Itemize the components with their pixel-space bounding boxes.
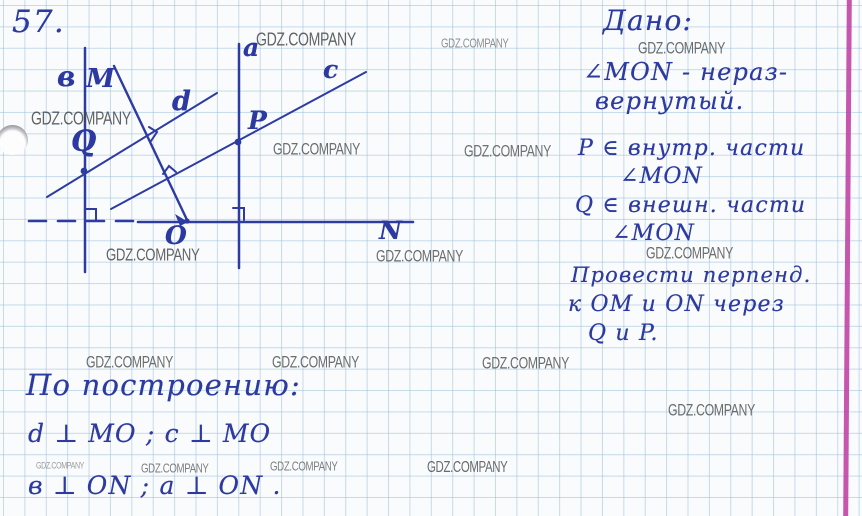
watermark-text: GDZ.COMPANY (668, 400, 755, 419)
punch-hole (0, 125, 28, 155)
line-c-label: c (323, 55, 339, 84)
watermark-text: GDZ.COMPANY (106, 245, 200, 266)
point-n-label: N (379, 216, 402, 245)
watermark-text: GDZ.COMPANY (376, 246, 463, 265)
given-line-9: Q и P. (588, 321, 659, 346)
point-m-label: M (86, 64, 115, 94)
watermark-text: GDZ.COMPANY (270, 460, 338, 475)
line-a-label: a (243, 33, 260, 62)
right-angle-mark-d-om (148, 126, 159, 142)
ray-om-arrowhead (175, 214, 188, 226)
watermark-text: GDZ.COMPANY (427, 458, 508, 476)
watermark-text: GDZ.COMPANY (31, 109, 131, 130)
given-line-1: ∠MON - нераз- (583, 58, 789, 86)
point-p (234, 138, 242, 146)
given-line-7: Провести перпенд. (571, 263, 812, 287)
given-line-5: Q ∈ внешн. части (575, 193, 807, 218)
watermark-text: GDZ.COMPANY (441, 37, 509, 52)
given-line-4: ∠MON (620, 164, 704, 189)
given-line-2: вернутый. (595, 87, 745, 115)
right-angle-mark-c-om (162, 164, 177, 175)
construction-line-1: d ⊥ MO ; c ⊥ MO (28, 419, 272, 448)
point-p-label: P (248, 106, 267, 135)
watermark-text: GDZ.COMPANY (36, 460, 85, 471)
watermark-text: GDZ.COMPANY (141, 462, 209, 477)
watermark-text: GDZ.COMPANY (646, 243, 733, 262)
watermark-text: GDZ.COMPANY (256, 30, 356, 51)
construction-title: По построению: (26, 368, 301, 402)
line-d (46, 92, 218, 198)
watermark-text: GDZ.COMPANY (273, 139, 360, 158)
given-line-8: к OM и ON через (568, 292, 785, 317)
right-angle-mark-b-on (85, 208, 97, 222)
watermark-text: GDZ.COMPANY (86, 352, 173, 371)
problem-number: 57. (12, 4, 65, 40)
construction-line-2: в ⊥ ON ; a ⊥ ON . (28, 471, 282, 500)
ray-om (112, 64, 190, 224)
point-q-label: Q (71, 124, 97, 158)
watermark-text: GDZ.COMPANY (272, 352, 359, 371)
right-angle-mark-a-on (232, 207, 245, 221)
watermark-text: GDZ.COMPANY (464, 141, 551, 160)
given-line-3: P ∈ внутр. части (578, 136, 806, 161)
point-o-label: O (165, 221, 187, 250)
watermark-text: GDZ.COMPANY (482, 353, 569, 372)
given-title: Дано: (603, 4, 694, 37)
point-q (80, 167, 88, 175)
line-b-label: в (57, 60, 76, 93)
watermark-text: GDZ.COMPANY (638, 38, 725, 57)
point-o (184, 218, 190, 224)
given-line-6: ∠MON (612, 221, 696, 246)
line-d-label: d (172, 86, 191, 117)
